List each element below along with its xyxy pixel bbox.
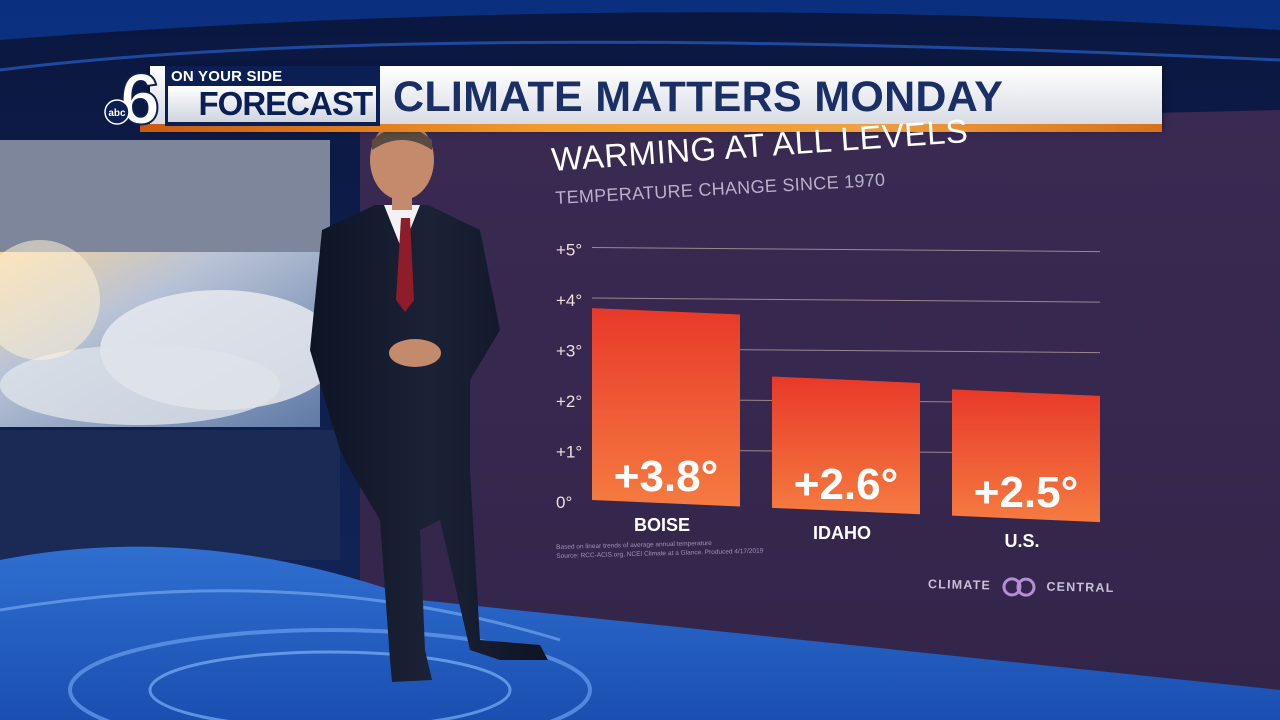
category-label: IDAHO	[813, 523, 871, 543]
y-tick-label: +4°	[556, 291, 582, 310]
bar-value-label: +2.5°	[974, 468, 1078, 517]
station-name: FORECAST	[168, 86, 376, 122]
banner-accent-stripe	[140, 124, 1162, 132]
category-label: U.S.	[1004, 531, 1039, 551]
network-logo-text: abc	[108, 108, 126, 119]
y-tick-label: +2°	[556, 392, 582, 411]
y-tick-label: +3°	[556, 342, 582, 361]
brand-right: CENTRAL	[1046, 579, 1115, 596]
gridline	[591, 247, 1101, 253]
chart-footnote: Based on linear trends of average annual…	[556, 537, 787, 577]
rings-icon	[1002, 577, 1036, 597]
bar-value-label: +3.8°	[614, 452, 718, 501]
channel-6-logo-icon: 6 abc	[104, 60, 161, 130]
brand-left: CLIMATE	[927, 577, 992, 593]
y-tick-label: +1°	[556, 443, 582, 462]
y-tick-label: +5°	[556, 241, 582, 260]
bar	[772, 376, 920, 515]
bar	[952, 389, 1100, 523]
station-tagline: ON YOUR SIDE	[171, 68, 283, 85]
y-tick-label: 0°	[556, 493, 572, 512]
category-label: BOISE	[634, 515, 690, 535]
presenter	[310, 120, 548, 682]
gridline	[591, 297, 1101, 303]
climate-central-logo: CLIMATE CENTRAL	[927, 570, 1115, 602]
bar	[592, 308, 740, 507]
banner-title: CLIMATE MATTERS MONDAY	[393, 73, 1004, 121]
bar-value-label: +2.6°	[794, 460, 898, 509]
